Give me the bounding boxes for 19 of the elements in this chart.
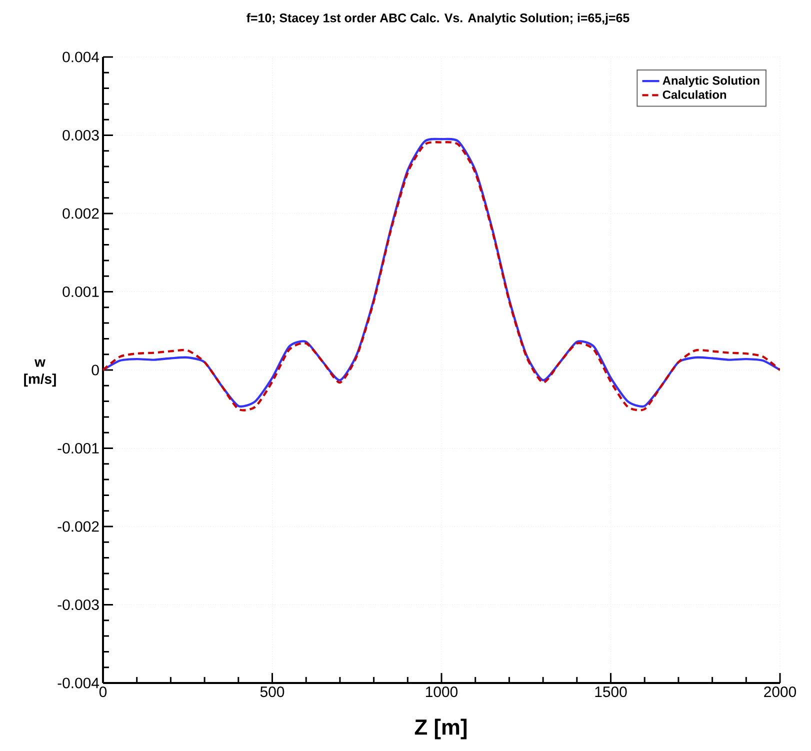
y-tick-label: -0.001 [58,442,99,454]
x-tick-label: 1000 [426,686,458,698]
x-tick-label: 500 [260,686,284,698]
x-tick-label: 1500 [595,686,627,698]
y-tick-label: -0.004 [58,678,100,688]
y-tick-label: 0.001 [62,286,99,298]
y-tick-label: -0.003 [58,599,99,610]
chart-title: f=10; Stacey 1st order ABC Calc. Vs. Analytic Solution; i=65,j=65 [246,13,630,25]
x-tick-label: 0 [99,686,107,698]
x-axis-title: Z [m] [414,718,467,740]
x-tick-label: 2000 [764,686,796,698]
legend-label: Analytic Solution [662,76,760,88]
y-tick-label: 0.003 [62,130,99,141]
y-tick-label: -0.002 [58,521,99,532]
y-tick-label: 0.002 [62,208,99,219]
legend-label: Calculation [662,90,726,99]
y-axis-title: w [m/s] [24,359,56,387]
y-tick-label: 0 [92,364,99,376]
y-tick-label: 0.004 [62,52,100,62]
